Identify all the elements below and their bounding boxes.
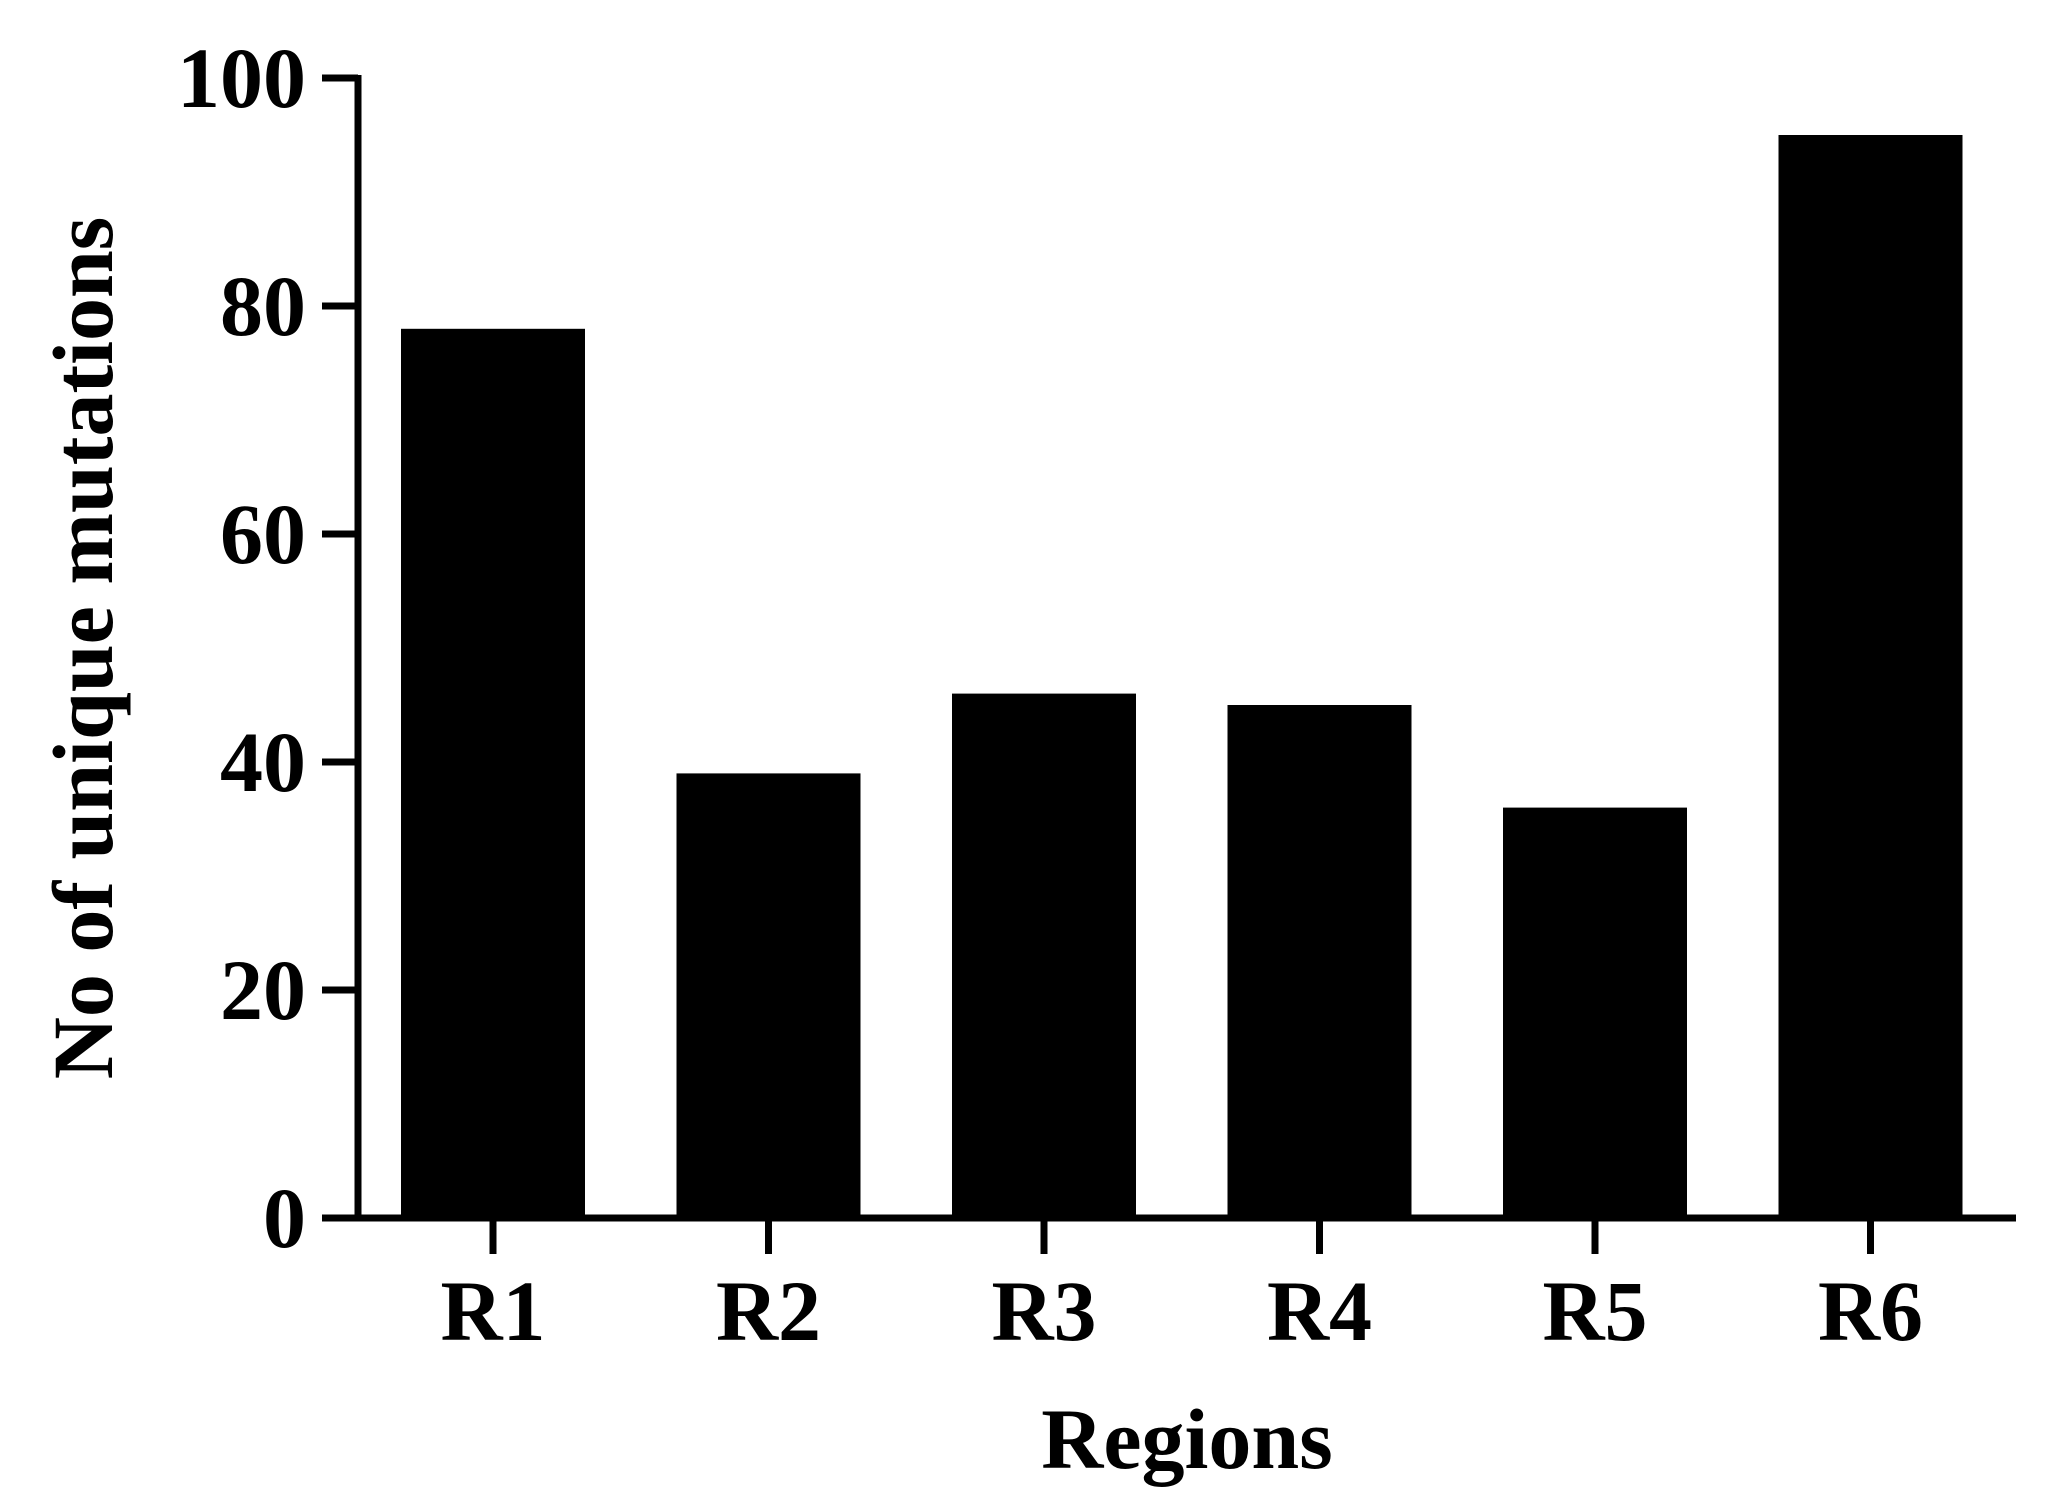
x-tick-label-r2: R2	[716, 1263, 821, 1359]
bar-r2	[676, 773, 861, 1218]
axes-layer	[322, 74, 2016, 1254]
y-tick-label-0: 0	[263, 1170, 306, 1266]
y-tick-label-20: 20	[220, 942, 306, 1038]
x-tick-label-r5: R5	[1542, 1263, 1647, 1359]
bars-layer	[401, 135, 1963, 1218]
x-axis-title: Regions	[1041, 1391, 1332, 1487]
bar-r1	[401, 328, 585, 1218]
bar-r3	[952, 693, 1136, 1218]
x-tick-label-r6: R6	[1818, 1263, 1923, 1359]
y-tick-label-80: 80	[220, 258, 306, 354]
bar-r5	[1503, 807, 1687, 1218]
labels-layer: 0 20 40 60 80 100 R1 R2 R3 R4 R5 R6	[177, 30, 1923, 1359]
y-tick-label-100: 100	[177, 30, 306, 126]
bar-r6	[1778, 135, 1963, 1218]
y-tick-label-40: 40	[220, 714, 306, 810]
y-axis-title: No of unique mutations	[35, 217, 131, 1080]
x-tick-label-r4: R4	[1267, 1263, 1372, 1359]
x-tick-label-r3: R3	[991, 1263, 1096, 1359]
bar-r4	[1227, 705, 1412, 1218]
x-tick-label-r1: R1	[440, 1263, 545, 1359]
y-tick-label-60: 60	[220, 486, 306, 582]
